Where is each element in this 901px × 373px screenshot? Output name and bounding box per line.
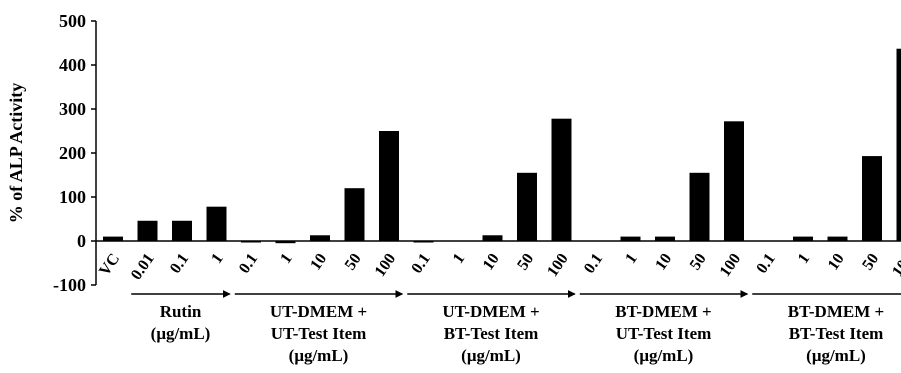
group-label-line: (μg/mL): [634, 346, 694, 365]
y-ticks: -100 0 100 200 300 400 500: [53, 11, 96, 295]
bar: [517, 172, 537, 241]
group-label-line: (μg/mL): [289, 346, 349, 365]
x-tick-label: 100: [544, 251, 572, 280]
bar: [310, 235, 330, 241]
group-label-line: UT-DMEM +: [270, 302, 367, 321]
y-tick-label: -100: [53, 275, 86, 295]
x-tick-label: 50: [859, 251, 882, 274]
bar: [482, 235, 503, 241]
bar: [551, 118, 572, 241]
y-axis-title: % of ALP Activity: [6, 83, 26, 224]
x-tick-label: 1: [208, 251, 227, 267]
group-label-line: BT-Test Item: [444, 324, 539, 343]
y-tick-label: 200: [59, 143, 86, 163]
x-tick-labels: VC 0.01 0.1 1 0.1 1 10 50 100 0.1 1 10 50 100 0.1 1 10 50…: [96, 251, 901, 284]
group-label-line: Rutin: [160, 302, 202, 321]
bar: [620, 236, 641, 241]
bar: [827, 236, 848, 241]
group-label-line: BT-Test Item: [789, 324, 884, 343]
x-tick-label: 10: [652, 251, 675, 274]
x-tick-label: 50: [687, 251, 710, 274]
bar: [172, 220, 192, 241]
x-tick-label: 100: [717, 251, 745, 280]
bar: [724, 121, 744, 241]
bar: [689, 172, 710, 241]
x-tick-label: 100: [372, 251, 400, 280]
x-tick-label: 0.1: [167, 251, 192, 277]
x-tick-label: 0.1: [408, 251, 433, 277]
bars: [103, 48, 901, 244]
group-label-line: BT-DMEM +: [615, 302, 711, 321]
x-tick-label: 100: [889, 251, 901, 280]
bar: [793, 236, 813, 241]
bar: [344, 188, 365, 241]
x-tick-label: VC: [96, 251, 123, 280]
x-tick-label: 1: [622, 251, 641, 267]
group-label-line: (μg/mL): [461, 346, 521, 365]
bar: [206, 206, 227, 241]
x-tick-label: 10: [480, 251, 503, 274]
y-tick-label: 500: [59, 11, 86, 31]
group-label-line: UT-Test Item: [616, 324, 712, 343]
bar: [862, 156, 882, 241]
bar: [413, 241, 434, 243]
x-tick-label: 0.1: [581, 251, 606, 277]
bar: [103, 236, 123, 241]
bar: [241, 241, 261, 243]
group-labels: Rutin (μg/mL) UT-DMEM + UT-Test Item (μg/mL)…: [131, 290, 901, 365]
x-tick-label: 10: [825, 251, 848, 274]
bar: [379, 131, 399, 241]
bar: [896, 48, 901, 241]
group-label-line: BT-DMEM +: [788, 302, 884, 321]
x-tick-label: 50: [514, 251, 537, 274]
group-label-line: (μg/mL): [151, 324, 211, 343]
x-tick-label: 0.1: [753, 251, 778, 277]
x-tick-label: 10: [307, 251, 330, 274]
x-tick-label: 0.1: [236, 251, 261, 277]
y-tick-label: 0: [77, 231, 86, 251]
bar: [137, 220, 158, 241]
group-label-line: (μg/mL): [806, 346, 866, 365]
x-tick-label: 1: [277, 251, 296, 267]
y-tick-label: 300: [59, 99, 86, 119]
y-tick-label: 100: [59, 187, 86, 207]
bar: [275, 241, 296, 244]
x-tick-label: 50: [342, 251, 365, 274]
bar: [655, 236, 675, 241]
x-tick-label: 0.01: [128, 251, 158, 284]
x-tick-label: 1: [795, 251, 814, 267]
x-tick-label: 1: [450, 251, 469, 267]
group-label-line: UT-DMEM +: [442, 302, 539, 321]
y-tick-label: 400: [59, 55, 86, 75]
group-label-line: UT-Test Item: [271, 324, 367, 343]
